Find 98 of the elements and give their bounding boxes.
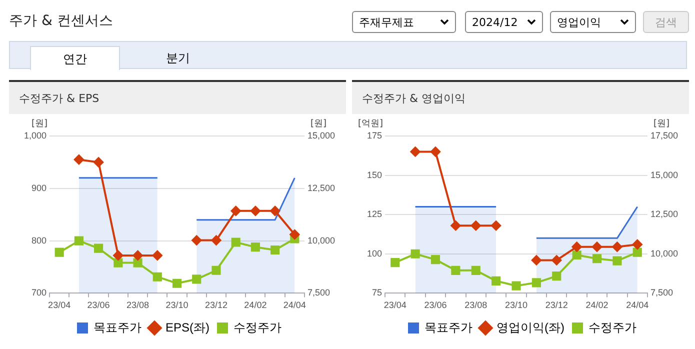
y2-tick-label: 7,500	[650, 288, 674, 298]
point	[632, 248, 642, 257]
point	[450, 220, 461, 231]
y2-tick-label: 15,000	[307, 130, 336, 140]
point	[531, 255, 542, 266]
point	[430, 255, 440, 264]
point	[592, 254, 602, 264]
y-tick-label: 900	[31, 182, 47, 193]
point	[572, 250, 582, 260]
point	[114, 258, 123, 268]
text: 2024/12	[465, 11, 543, 33]
point	[290, 230, 300, 240]
x-tick-label: 23/06	[424, 300, 447, 310]
point	[492, 276, 501, 286]
point	[491, 220, 502, 231]
x-tick-label: 23/12	[204, 300, 228, 310]
x-tick-label: 24/02	[586, 300, 608, 310]
text: 주가 & 컨센서스	[9, 12, 113, 30]
point	[390, 258, 400, 268]
point	[572, 242, 582, 252]
point	[410, 249, 420, 258]
point	[430, 146, 440, 157]
point	[270, 206, 280, 216]
x-tick-label: 23/04	[48, 300, 71, 310]
text: 분기	[165, 50, 191, 67]
x-tick-label: 24/04	[626, 300, 649, 310]
x-tick-label: 24/02	[244, 300, 267, 310]
point	[94, 244, 104, 253]
point	[592, 242, 602, 252]
legend-label: 수정주가	[234, 320, 282, 334]
legend-label: 영업이익(좌)	[496, 320, 565, 334]
point	[410, 146, 420, 157]
y-tick-label: 700	[31, 288, 47, 298]
point	[132, 250, 143, 260]
point	[470, 220, 481, 231]
y2-axis-title: [원]	[310, 118, 327, 129]
chart-title: 수정주가 & EPS	[9, 80, 346, 114]
point	[451, 266, 460, 275]
chart-title: 수정주가 & 영업이익	[352, 80, 689, 114]
point	[211, 235, 222, 246]
point	[133, 258, 142, 268]
text: 검색	[643, 11, 689, 33]
point	[612, 256, 622, 266]
text: 연간	[30, 46, 120, 70]
y2-tick-label: 15,000	[650, 170, 678, 180]
y-tick-label: 150	[366, 170, 382, 180]
x-tick-label: 23/10	[504, 300, 528, 310]
point	[250, 206, 260, 216]
point	[74, 236, 84, 246]
y-tick-label: 125	[366, 209, 382, 220]
point	[250, 242, 260, 252]
text: 영업이익	[550, 11, 636, 33]
x-tick-label: 23/08	[464, 300, 488, 310]
legend-label: 수정주가	[588, 320, 636, 334]
y2-axis-title: [원]	[653, 118, 670, 129]
legend-label: EPS(좌)	[166, 320, 210, 334]
point	[152, 250, 162, 260]
point	[152, 272, 162, 282]
point	[552, 255, 562, 266]
legend-label: 목표주가	[94, 320, 142, 334]
point	[94, 157, 104, 168]
x-tick-label: 24/04	[283, 300, 306, 310]
point	[612, 242, 622, 252]
y2-tick-label: 12,500	[307, 182, 336, 193]
y-axis-title: [억원]	[358, 118, 384, 129]
y2-tick-label: 7,500	[307, 288, 330, 298]
point	[231, 238, 240, 247]
point	[512, 281, 521, 290]
y-tick-label: 175	[366, 130, 382, 140]
point	[172, 278, 182, 288]
y-tick-label: 75	[372, 288, 382, 298]
y2-tick-label: 10,000	[307, 235, 336, 246]
point	[113, 250, 124, 260]
text: 주재무제표	[352, 11, 456, 33]
y2-tick-label: 12,500	[650, 209, 678, 220]
point	[552, 272, 562, 281]
point	[192, 235, 202, 246]
point	[212, 266, 221, 275]
x-tick-label: 23/08	[126, 300, 150, 310]
x-tick-label: 23/10	[166, 300, 188, 310]
point	[74, 154, 84, 165]
y-tick-label: 1,000	[24, 130, 47, 140]
point	[54, 248, 64, 257]
y-tick-label: 100	[366, 248, 382, 258]
x-tick-label: 23/04	[384, 300, 406, 310]
point	[532, 278, 541, 288]
x-tick-label: 23/06	[87, 300, 110, 310]
point	[632, 239, 642, 250]
point	[270, 245, 280, 255]
y-axis-title: [원]	[31, 118, 48, 129]
y-tick-label: 800	[31, 235, 47, 246]
legend-label: 목표주가	[424, 320, 473, 334]
point	[471, 266, 480, 275]
point	[230, 206, 241, 216]
point	[192, 274, 202, 284]
x-tick-label: 23/12	[545, 300, 568, 310]
y2-tick-label: 17,500	[650, 130, 678, 140]
y2-tick-label: 10,000	[650, 248, 678, 258]
